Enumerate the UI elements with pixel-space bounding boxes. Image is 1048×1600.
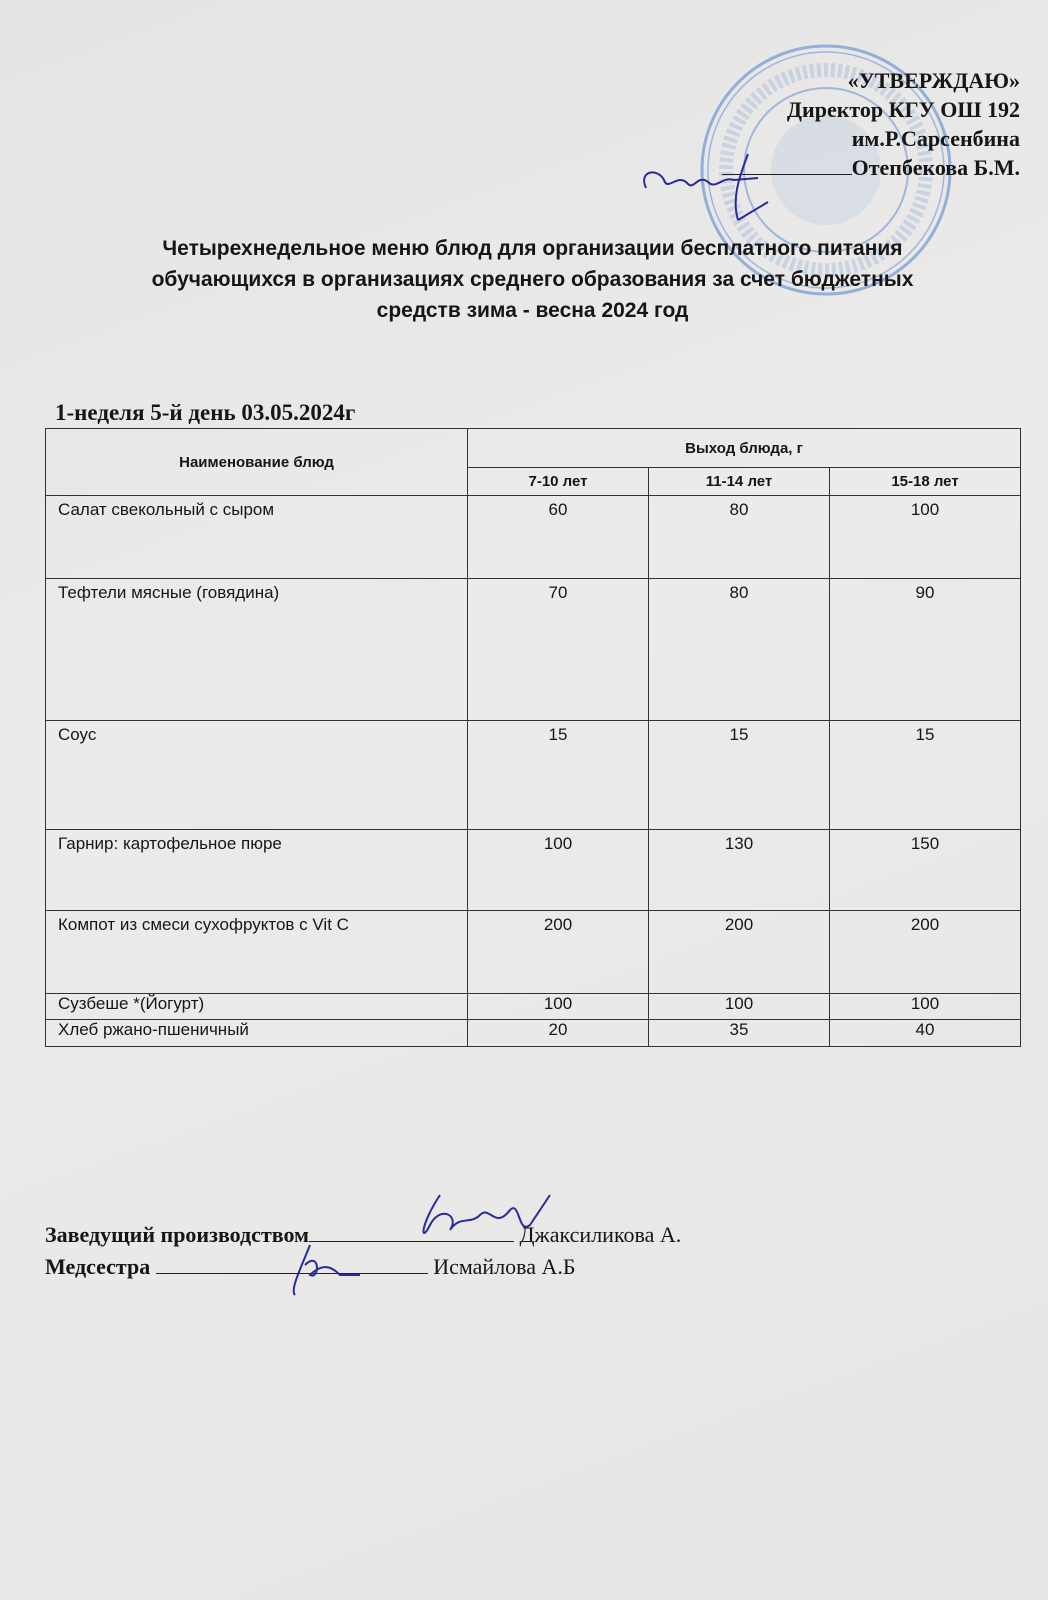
portion-value: 20 [467,1019,649,1047]
portion-value: 150 [829,829,1021,911]
portion-value: 130 [648,829,830,911]
nurse-signature [292,1244,360,1296]
table-row: Гарнир: картофельное пюре 100 130 150 [45,829,1021,911]
title-line-3: средств зима - весна 2024 год [376,299,689,322]
portion-value: 40 [829,1019,1021,1047]
dish-name: Сузбеше *(Йогурт) [45,993,468,1020]
director-name: Отепбекова Б.М. [851,155,1020,180]
portion-value: 100 [829,495,1021,579]
nurse-signature-line: Медсестра Исмайлова А.Б [45,1254,576,1280]
header-age-7-10: 7-10 лет [467,467,649,496]
document-title: Четырехнедельное меню блюд для организац… [40,233,1025,326]
production-label: Заведущий производством [45,1222,310,1247]
header-dish-name: Наименование блюд [45,428,468,496]
approval-heading: «УТВЕРЖДАЮ» [847,68,1020,93]
approval-director: Отепбекова Б.М. [721,153,1020,182]
table-row: Салат свекольный с сыром 60 80 100 [45,495,1021,579]
dish-name: Салат свекольный с сыром [45,495,468,579]
approval-block: «УТВЕРЖДАЮ» Директор КГУ ОШ 192 им.Р.Сар… [721,66,1020,182]
production-signature-line: Заведущий производством Джаксиликова А. [45,1222,681,1248]
director-signature [643,153,769,221]
portion-value: 15 [648,720,830,830]
portion-value: 35 [648,1019,830,1047]
portion-value: 200 [829,910,1021,994]
dish-name: Соус [45,720,468,830]
portion-value: 200 [648,910,830,994]
approval-school: им.Р.Сарсенбина [851,126,1020,151]
title-line-2: обучающихся в организациях среднего обра… [151,268,914,291]
official-stamp [700,44,952,296]
production-signature [422,1194,551,1234]
portion-value: 100 [648,993,830,1020]
dish-name: Хлеб ржано-пшеничный [45,1019,468,1047]
dish-name: Тефтели мясные (говядина) [45,578,468,721]
portion-value: 100 [467,829,649,911]
portion-value: 80 [648,578,830,721]
table-row: Соус 15 15 15 [45,720,1021,830]
portion-value: 70 [467,578,649,721]
day-date-line: 1-неделя 5-й день 03.05.2024г [55,400,356,425]
nurse-label: Медсестра [45,1254,151,1279]
table-row: Хлеб ржано-пшеничный 20 35 40 [45,1019,1021,1047]
header-age-15-18: 15-18 лет [829,467,1021,496]
menu-table: Наименование блюд Выход блюда, г 7-10 ле… [45,428,1021,1047]
nurse-name: Исмайлова А.Б [433,1254,576,1279]
table-row: Компот из смеси сухофруктов с Vit C 200 20… [45,910,1021,994]
header-age-11-14: 11-14 лет [648,467,830,496]
dish-name: Компот из смеси сухофруктов с Vit C [45,910,468,994]
portion-value: 90 [829,578,1021,721]
approval-position: Директор КГУ ОШ 192 [786,97,1020,122]
title-line-1: Четырехнедельное меню блюд для организац… [162,237,903,260]
table-row: Тефтели мясные (говядина) 70 80 90 [45,578,1021,721]
portion-value: 80 [648,495,830,579]
production-name: Джаксиликова А. [519,1222,682,1247]
portion-value: 100 [467,993,649,1020]
portion-value: 100 [829,993,1021,1020]
portion-value: 15 [467,720,649,830]
header-output: Выход блюда, г [467,428,1021,468]
dish-name: Гарнир: картофельное пюре [45,829,468,911]
portion-value: 15 [829,720,1021,830]
portion-value: 60 [467,495,649,579]
portion-value: 200 [467,910,649,994]
table-row: Сузбеше *(Йогурт) 100 100 100 [45,993,1021,1020]
